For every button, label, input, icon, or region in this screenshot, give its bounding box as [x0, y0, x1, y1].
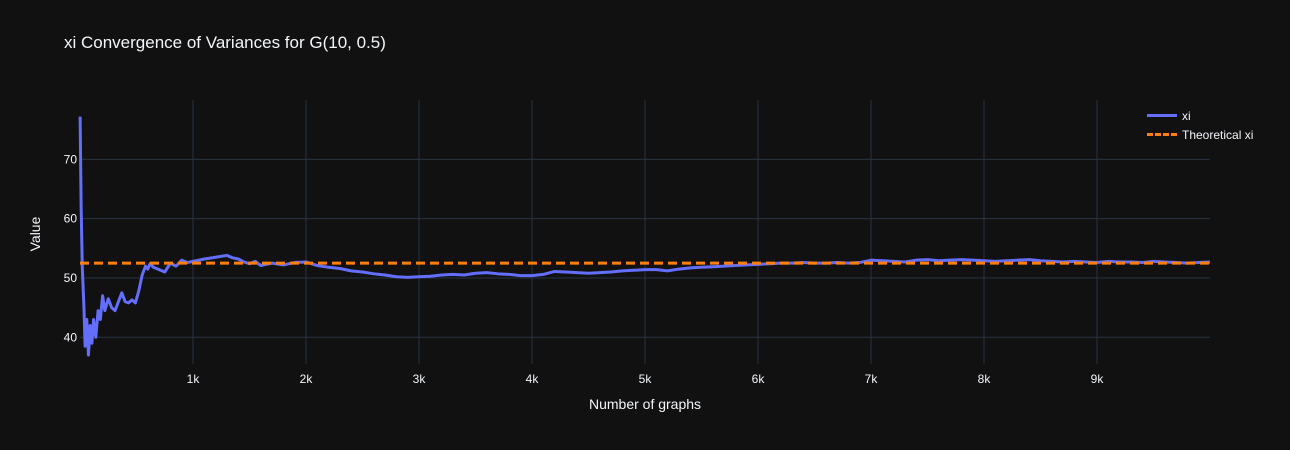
- legend-label-theoretical-xi: Theoretical xi: [1182, 127, 1254, 142]
- x-tick-label: 4k: [526, 372, 540, 386]
- x-tick-label: 9k: [1091, 372, 1105, 386]
- x-tick-label: 8k: [978, 372, 992, 386]
- legend-item-xi[interactable]: xi: [1147, 106, 1253, 125]
- x-tick-label: 1k: [187, 372, 201, 386]
- legend[interactable]: xi Theoretical xi: [1147, 106, 1253, 144]
- legend-item-theoretical-xi[interactable]: Theoretical xi: [1147, 125, 1253, 144]
- y-tick-label: 60: [64, 212, 78, 226]
- x-tick-label: 2k: [300, 372, 314, 386]
- grid: [80, 100, 1210, 364]
- y-axis-label: Value: [27, 216, 43, 252]
- series-layer: [78, 116, 1211, 357]
- y-tick-label: 50: [64, 271, 78, 285]
- y-tick-label: 40: [64, 330, 78, 344]
- x-tick-label: 7k: [865, 372, 879, 386]
- ticks: 1k 2k 3k 4k 5k 6k 7k 8k 9k 40 50 60 70: [64, 152, 1105, 386]
- series-line-xi[interactable]: [78, 116, 1211, 357]
- legend-label-xi: xi: [1182, 108, 1191, 123]
- x-tick-label: 3k: [413, 372, 427, 386]
- legend-swatch-theoretical-xi: [1147, 133, 1177, 136]
- legend-swatch-xi: [1147, 114, 1177, 117]
- x-tick-label: 6k: [752, 372, 766, 386]
- x-tick-label: 5k: [639, 372, 653, 386]
- x-axis-label: Number of graphs: [588, 396, 702, 412]
- chart-title: xi Convergence of Variances for G(10, 0.…: [64, 33, 386, 52]
- y-tick-label: 70: [64, 152, 78, 166]
